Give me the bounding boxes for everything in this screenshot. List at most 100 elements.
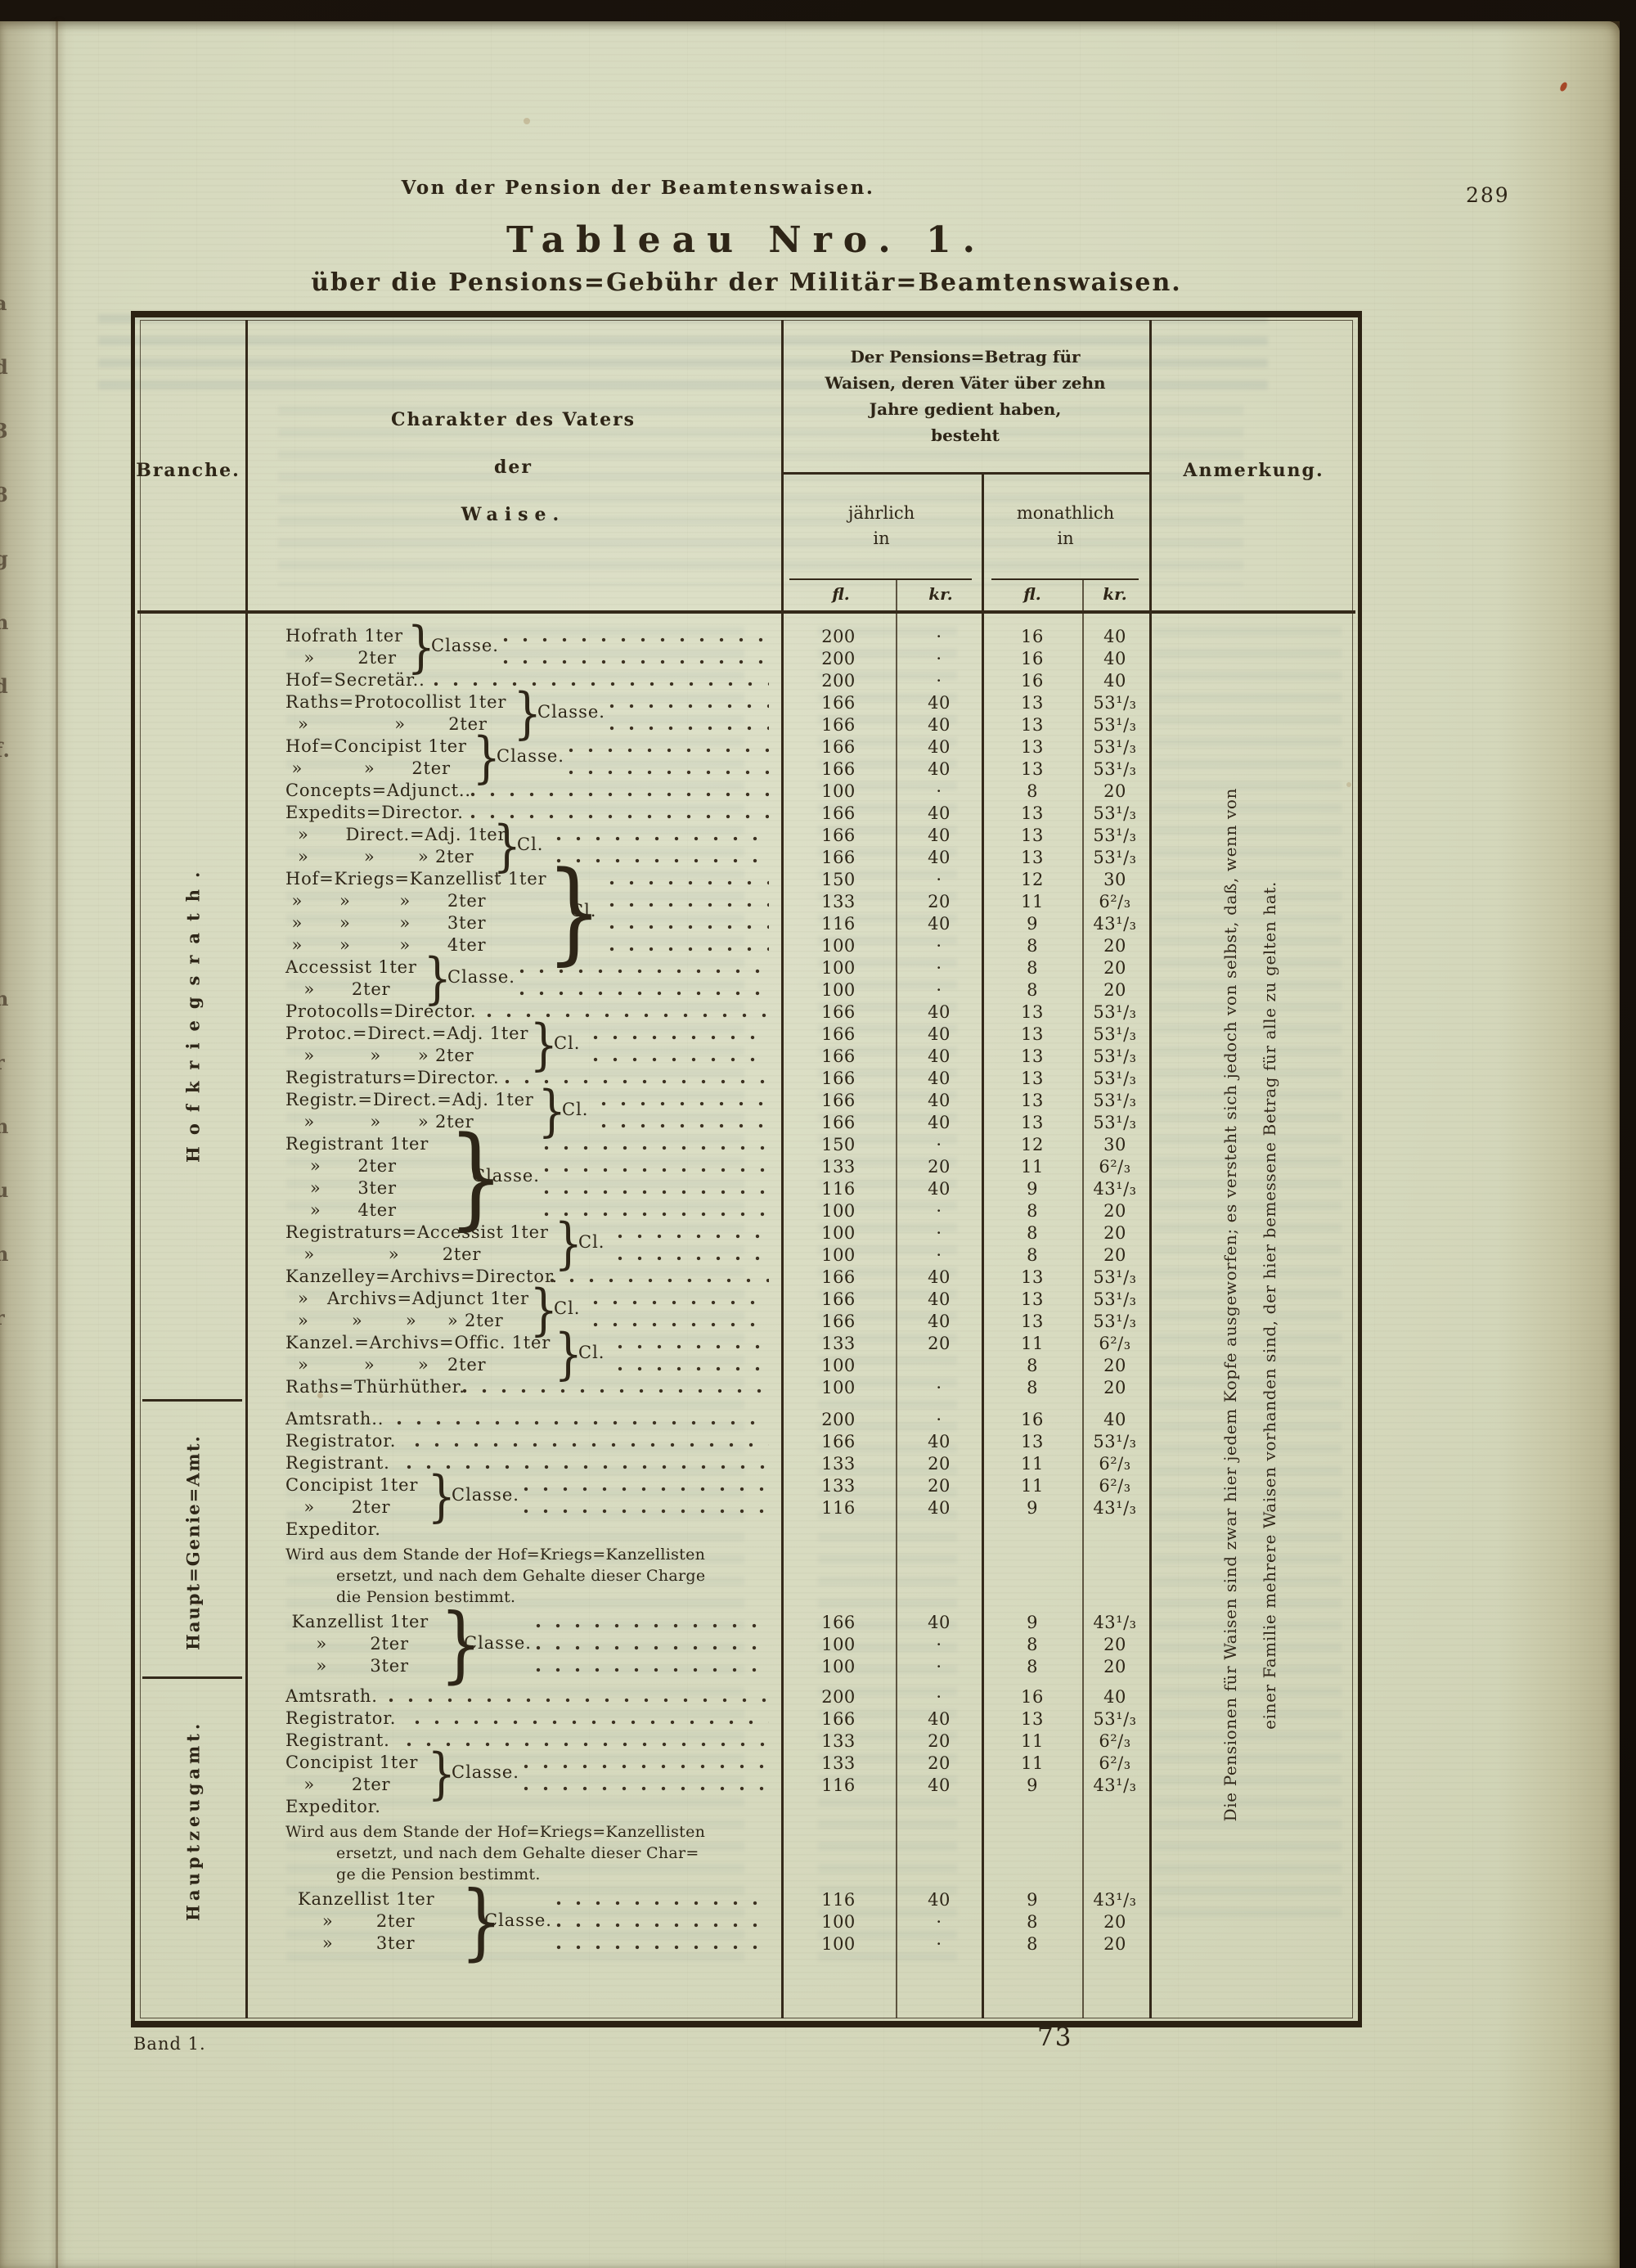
cell-value: · — [936, 1657, 942, 1676]
cell-value: 13 — [1021, 737, 1044, 757]
cell-value: 11 — [1021, 1753, 1044, 1773]
divider-pension-anmerkung — [1149, 320, 1152, 2018]
page-bleed-fragment: r — [0, 1051, 6, 1074]
row-label: » » » 4ter — [285, 935, 487, 955]
brace-glyph: } — [423, 946, 452, 1010]
cell-value: 116 — [821, 1498, 856, 1518]
cell-value: 53¹/₃ — [1093, 1002, 1137, 1022]
cell-value: 40 — [928, 914, 951, 934]
divider-yearly-monthly — [982, 472, 984, 2018]
table-row: Amtsrath.. 200 · 16 40 — [282, 1408, 1149, 1430]
page-bleed-fragment: g — [0, 547, 9, 570]
dot-leader — [544, 1145, 769, 1150]
column-header-anmerkung: Anmerkung. — [1183, 460, 1324, 481]
cell-value: 13 — [1021, 1091, 1044, 1110]
table-border-right — [1358, 311, 1362, 2027]
dot-leader — [407, 1465, 769, 1469]
cell-value: 200 — [821, 627, 856, 646]
cell-value: 53¹/₃ — [1093, 848, 1137, 867]
cell-value: 20 — [928, 892, 951, 911]
cell-value: 166 — [821, 1613, 856, 1632]
cell-value: 8 — [1027, 1635, 1038, 1654]
table-row: Amtsrath. 200 · 16 40 — [282, 1685, 1149, 1708]
cell-value: 6²/₃ — [1099, 1731, 1131, 1751]
group-class-label: Classe. — [537, 702, 605, 722]
table-row: » » » 2ter 166 40 13 53¹/₃ — [282, 1045, 1149, 1067]
dot-leader — [609, 726, 769, 731]
table-row: » 2ter 116 40 9 43¹/₃ — [282, 1496, 1149, 1519]
cell-value: 53¹/₃ — [1093, 1046, 1137, 1066]
table-row: Registraturs=Accessist 1ter 100 · 8 20 — [282, 1222, 1149, 1244]
cell-value: 20 — [1103, 1378, 1126, 1397]
page-bleed-fragment: f. — [0, 738, 11, 762]
column-header-monthly: monathlich in — [982, 501, 1149, 551]
note-line: die Pension bestimmt. — [336, 1588, 516, 1606]
table-row: Accessist 1ter 100 · 8 20 — [282, 956, 1149, 979]
table-row: Hof=Kriegs=Kanzellist 1ter 150 · 12 30 — [282, 868, 1149, 890]
dot-leader — [524, 1764, 769, 1769]
divider-branche — [245, 320, 248, 2018]
cell-value: 166 — [821, 1312, 856, 1331]
cell-value: · — [936, 1201, 942, 1221]
row-label: Kanzellist 1ter — [285, 1612, 429, 1631]
brace-glyph: } — [529, 1277, 558, 1342]
cell-value: 20 — [928, 1753, 951, 1773]
row-label: Registrant. — [285, 1453, 390, 1473]
dot-leader — [503, 659, 769, 664]
table-row: Protoc.=Direct.=Adj. 1ter 166 40 13 53¹/₃ — [282, 1023, 1149, 1045]
row-label: Hof=Kriegs=Kanzellist 1ter — [285, 869, 547, 889]
cell-value: 53¹/₃ — [1093, 1069, 1137, 1088]
table-row: Registrant. 133 20 11 6²/₃ — [282, 1730, 1149, 1752]
dot-leader — [536, 1645, 769, 1650]
group-class-label: Classe. — [452, 1485, 519, 1505]
cell-value: 40 — [928, 848, 951, 867]
cell-value: 200 — [821, 649, 856, 668]
monthly-in: in — [1057, 529, 1074, 548]
cell-value: 20 — [928, 1157, 951, 1177]
cell-value: 40 — [928, 803, 951, 823]
dot-leader — [609, 704, 769, 709]
cell-value: 40 — [928, 1002, 951, 1022]
row-label: Hofrath 1ter — [285, 626, 403, 646]
cell-value: 100 — [821, 1356, 856, 1375]
cell-value: 40 — [928, 1069, 951, 1088]
cell-value: 53¹/₃ — [1093, 1312, 1137, 1331]
cell-value: 100 — [821, 936, 856, 956]
cell-value: 20 — [1103, 936, 1126, 956]
cell-value: 20 — [1103, 1635, 1126, 1654]
row-label: Protoc.=Direct.=Adj. 1ter — [285, 1024, 529, 1043]
row-label: » 2ter — [285, 1775, 391, 1794]
anmerkung-note-line-1: Die Pensionen für Waisen sind zwar hier … — [1220, 788, 1240, 1822]
cell-value: 40 — [928, 1775, 951, 1795]
cell-value: 13 — [1021, 1046, 1044, 1066]
table-row: Hofrath 1ter 200 · 16 40 — [282, 625, 1149, 647]
cell-value: 43¹/₃ — [1093, 1179, 1137, 1199]
note-line: Wird aus dem Stande der Hof=Kriegs=Kanze… — [285, 1823, 706, 1841]
page-bleed-fragment: d — [0, 674, 9, 698]
table-row: Concipist 1ter 133 20 11 6²/₃ — [282, 1474, 1149, 1496]
cell-value: · — [936, 936, 942, 956]
dot-leader — [618, 1344, 769, 1349]
note-line: ersetzt, und nach dem Gehalte dieser Cha… — [336, 1844, 699, 1862]
cell-value: 200 — [821, 1687, 856, 1707]
row-label: » » » 2ter — [285, 1112, 474, 1132]
cell-value: 8 — [1027, 1356, 1038, 1375]
cell-value: 13 — [1021, 1432, 1044, 1451]
cell-value: · — [936, 980, 942, 1000]
cell-value: 166 — [821, 848, 856, 867]
brace-glyph: } — [537, 1078, 566, 1143]
row-label: » 3ter — [285, 1656, 409, 1676]
cell-value: 16 — [1021, 627, 1044, 646]
dot-leader — [519, 991, 769, 996]
row-label: Kanzellist 1ter — [285, 1889, 435, 1909]
cell-value: 8 — [1027, 1912, 1038, 1932]
cell-value: 43¹/₃ — [1093, 1498, 1137, 1518]
cell-value: 20 — [1103, 781, 1126, 801]
group-class-label: Classe. — [484, 1910, 552, 1930]
row-label: » 3ter — [285, 1178, 397, 1198]
table-row: Concipist 1ter 133 20 11 6²/₃ — [282, 1752, 1149, 1774]
table-body: Hofrath 1ter 200 · 16 40 » 2ter 200 · 16 40 Hof=S… — [282, 619, 1149, 1963]
brace-glyph: } — [427, 1464, 456, 1528]
group-class-label: Classe. — [447, 967, 515, 987]
